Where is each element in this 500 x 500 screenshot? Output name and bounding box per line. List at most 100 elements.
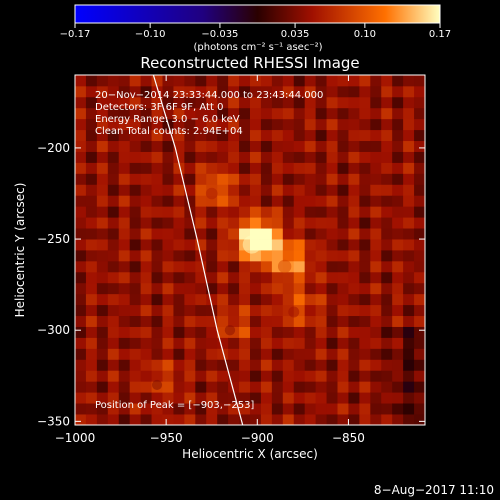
image-pixel bbox=[293, 359, 306, 371]
x-axis: −1000 −950 −900 −850 bbox=[55, 75, 365, 445]
image-pixel bbox=[304, 381, 317, 393]
image-pixel bbox=[304, 337, 317, 349]
image-pixel bbox=[304, 326, 317, 338]
image-pixel bbox=[250, 381, 262, 393]
image-pixel bbox=[337, 228, 349, 240]
image-pixel bbox=[403, 107, 415, 120]
image-pixel bbox=[206, 206, 218, 218]
image-pixel bbox=[403, 239, 415, 251]
image-pixel bbox=[337, 293, 349, 306]
image-pixel bbox=[304, 217, 317, 229]
image-pixel bbox=[381, 260, 393, 273]
image-pixel bbox=[326, 392, 338, 404]
image-pixel bbox=[162, 315, 174, 327]
image-pixel bbox=[239, 206, 251, 218]
image-pixel bbox=[381, 173, 393, 185]
image-pixel bbox=[85, 282, 98, 295]
image-pixel bbox=[206, 337, 218, 349]
image-pixel bbox=[129, 348, 142, 360]
image-pixel bbox=[293, 370, 306, 382]
image-pixel bbox=[184, 370, 196, 382]
image-pixel bbox=[162, 403, 174, 415]
image-pixel bbox=[337, 151, 349, 163]
image-pixel bbox=[414, 348, 425, 360]
image-pixel bbox=[118, 118, 131, 131]
image-pixel bbox=[392, 337, 404, 349]
image-pixel bbox=[326, 293, 338, 306]
image-pixel bbox=[75, 403, 87, 415]
image-pixels bbox=[75, 75, 425, 425]
image-pixel bbox=[260, 414, 273, 425]
image-pixel bbox=[96, 315, 109, 327]
image-pixel bbox=[304, 293, 317, 306]
image-pixel bbox=[359, 392, 371, 404]
image-pixel bbox=[217, 85, 229, 98]
y-tick-label: −300 bbox=[37, 323, 70, 337]
image-pixel bbox=[403, 381, 415, 393]
image-pixel bbox=[315, 392, 327, 404]
image-pixel bbox=[162, 250, 174, 262]
image-pixel bbox=[107, 315, 120, 327]
image-pixel bbox=[151, 260, 163, 273]
image-pixel bbox=[337, 370, 349, 382]
image-pixel bbox=[348, 173, 360, 185]
image-pixel bbox=[359, 293, 371, 306]
image-pixel bbox=[260, 403, 273, 415]
image-pixel bbox=[392, 414, 404, 425]
image-pixel bbox=[228, 151, 240, 163]
image-pixel bbox=[173, 239, 185, 251]
image-pixel bbox=[403, 326, 415, 338]
image-pixel bbox=[239, 403, 251, 415]
image-pixel bbox=[282, 75, 295, 87]
image-pixel bbox=[107, 370, 120, 382]
image-pixel bbox=[107, 359, 120, 371]
plot-area bbox=[75, 75, 425, 425]
image-pixel bbox=[118, 293, 131, 306]
image-pixel bbox=[381, 151, 393, 163]
image-pixel bbox=[162, 140, 174, 152]
image-pixel bbox=[96, 75, 109, 87]
image-pixel bbox=[414, 359, 425, 371]
image-pixel bbox=[304, 359, 317, 371]
image-pixel bbox=[250, 118, 262, 131]
image-pixel bbox=[282, 348, 295, 360]
image-pixel bbox=[348, 348, 360, 360]
image-pixel bbox=[173, 370, 185, 382]
image-pixel bbox=[129, 260, 142, 273]
image-pixel bbox=[326, 370, 338, 382]
image-pixel bbox=[96, 129, 109, 142]
image-pixel bbox=[217, 239, 229, 251]
image-pixel bbox=[326, 260, 338, 273]
image-pixel bbox=[403, 129, 415, 142]
image-pixel bbox=[184, 250, 196, 262]
image-pixel bbox=[250, 228, 262, 240]
image-pixel bbox=[359, 75, 371, 87]
image-pixel bbox=[173, 348, 185, 360]
image-pixel bbox=[337, 184, 349, 196]
image-pixel bbox=[403, 250, 415, 262]
image-pixel bbox=[293, 414, 306, 425]
image-pixel bbox=[370, 403, 382, 415]
image-pixel bbox=[337, 250, 349, 262]
image-pixel bbox=[414, 271, 425, 284]
image-pixel bbox=[206, 129, 218, 142]
image-pixel bbox=[403, 75, 415, 87]
image-pixel bbox=[151, 75, 163, 87]
image-pixel bbox=[304, 414, 317, 425]
image-pixel bbox=[271, 228, 284, 240]
image-pixel bbox=[271, 206, 284, 218]
image-pixel bbox=[260, 381, 273, 393]
image-pixel bbox=[392, 250, 404, 262]
image-pixel bbox=[293, 304, 306, 317]
image-pixel bbox=[96, 228, 109, 240]
image-pixel bbox=[151, 96, 163, 109]
image-pixel bbox=[140, 107, 152, 120]
image-pixel bbox=[293, 151, 306, 163]
image-pixel bbox=[151, 195, 163, 207]
image-pixel bbox=[85, 75, 98, 87]
image-pixel bbox=[315, 326, 327, 338]
image-pixel bbox=[217, 162, 229, 174]
image-pixel bbox=[293, 206, 306, 218]
image-pixel bbox=[304, 239, 317, 251]
image-pixel bbox=[260, 162, 273, 174]
